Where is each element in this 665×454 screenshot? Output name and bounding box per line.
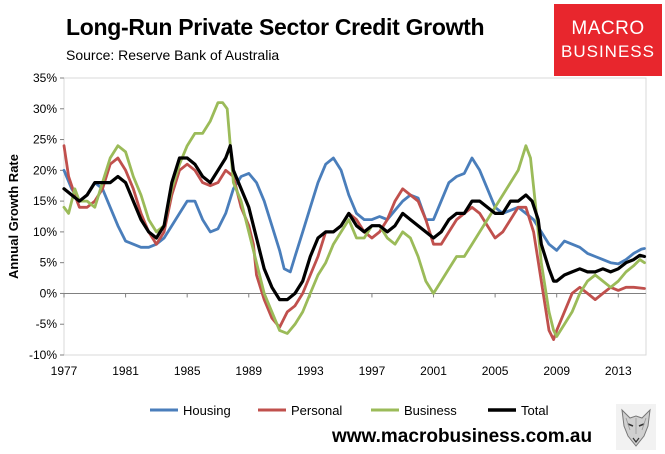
y-tick-label: 15% bbox=[33, 194, 57, 208]
x-tick-label: 2009 bbox=[543, 364, 570, 378]
x-tick-label: 2005 bbox=[482, 364, 509, 378]
macrobusiness-logo: MACRO BUSINESS bbox=[554, 4, 662, 76]
website-url: www.macrobusiness.com.au bbox=[332, 426, 593, 447]
legend-label: Business bbox=[404, 403, 457, 418]
y-tick-label: 25% bbox=[33, 133, 57, 147]
logo-line-1: MACRO bbox=[571, 18, 645, 39]
legend-label: Housing bbox=[183, 403, 231, 418]
x-tick-label: 2013 bbox=[605, 364, 632, 378]
series-line-personal bbox=[62, 144, 646, 341]
chart-subtitle: Source: Reserve Bank of Australia bbox=[66, 47, 280, 63]
legend: Housing Personal Business Total bbox=[150, 403, 549, 418]
y-tick-label: -10% bbox=[29, 348, 57, 362]
series-line-housing bbox=[62, 156, 646, 274]
x-tick-label: 1989 bbox=[235, 364, 262, 378]
wolf-icon bbox=[616, 404, 656, 450]
y-tick-label: 0% bbox=[40, 286, 58, 300]
chart-axes: -10% -5% 0% 5% 10% 15% 20% 25% 30% 35% 1977 1981 198… bbox=[6, 71, 647, 378]
plot-frame bbox=[63, 77, 647, 356]
legend-item-total: Total bbox=[488, 403, 549, 418]
y-tick-label: -5% bbox=[36, 317, 58, 331]
y-tick-label: 20% bbox=[33, 163, 57, 177]
chart-title: Long-Run Private Sector Credit Growth bbox=[66, 14, 485, 40]
x-tick-label: 1977 bbox=[51, 364, 78, 378]
x-tick-label: 1981 bbox=[112, 364, 139, 378]
legend-item-housing: Housing bbox=[150, 403, 231, 418]
legend-item-personal: Personal bbox=[258, 403, 342, 418]
legend-item-business: Business bbox=[371, 403, 457, 418]
legend-label: Personal bbox=[291, 403, 342, 418]
y-tick-label: 35% bbox=[33, 71, 57, 85]
x-tick-label: 1985 bbox=[174, 364, 201, 378]
y-tick-label: 5% bbox=[40, 256, 58, 270]
logo-line-2: BUSINESS bbox=[561, 42, 655, 61]
y-tick-label: 10% bbox=[33, 225, 57, 239]
x-tick-label: 2001 bbox=[420, 364, 447, 378]
series-layer bbox=[62, 101, 647, 341]
x-tick-label: 1993 bbox=[297, 364, 324, 378]
legend-label: Total bbox=[521, 403, 549, 418]
y-tick-label: 30% bbox=[33, 102, 57, 116]
series-line-total bbox=[62, 144, 647, 302]
y-axis-label: Annual Growth Rate bbox=[6, 154, 21, 279]
x-tick-label: 1997 bbox=[359, 364, 386, 378]
series-line-business bbox=[62, 101, 646, 338]
